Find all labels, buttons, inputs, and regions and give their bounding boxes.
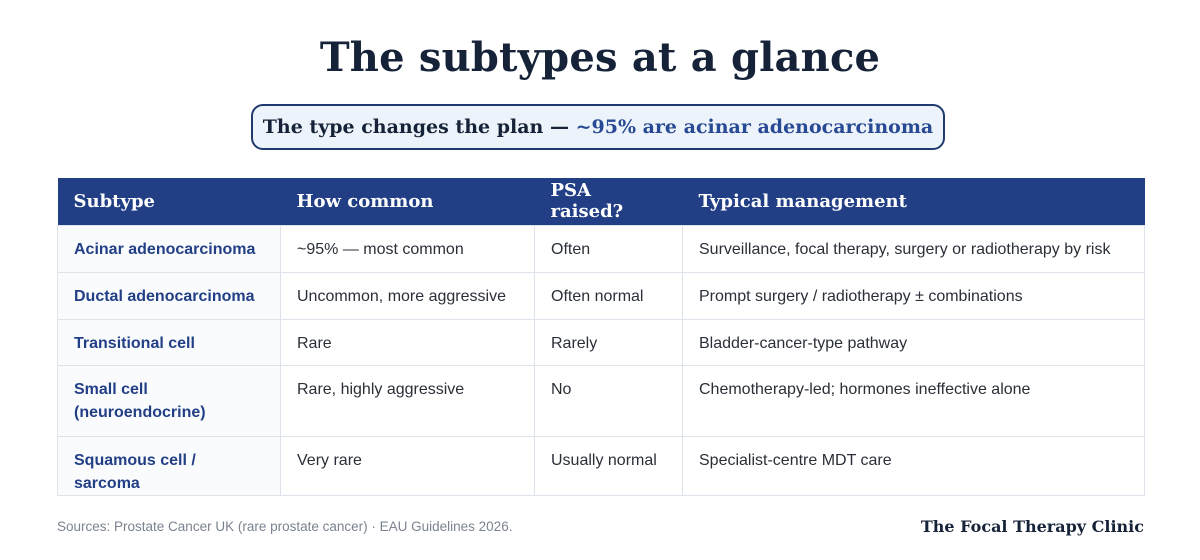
table-row: Small cell (neuroendocrine) Rare, highly…: [57, 364, 1145, 437]
management-cell: Bladder-cancer-type pathway: [682, 318, 1145, 366]
how-common-cell: Rare, highly aggressive: [280, 364, 535, 437]
management-cell: Prompt surgery / radiotherapy ± combinat…: [682, 271, 1145, 320]
psa-cell: Often: [534, 224, 683, 273]
management-cell: Surveillance, focal therapy, surgery or …: [682, 224, 1145, 273]
how-common-cell: Very rare: [280, 435, 535, 496]
table-header-row: Subtype How common PSA raised? Typical m…: [57, 178, 1145, 225]
how-common-cell: Rare: [280, 318, 535, 366]
how-common-cell: ~95% — most common: [280, 224, 535, 273]
psa-cell: Usually normal: [534, 435, 683, 496]
psa-cell: No: [534, 364, 683, 437]
table-row: Acinar adenocarcinoma ~95% — most common…: [57, 224, 1145, 273]
subtype-cell: Ductal adenocarcinoma: [57, 271, 281, 320]
subtype-cell: Transitional cell: [57, 318, 281, 366]
subtypes-table: Subtype How common PSA raised? Typical m…: [57, 178, 1145, 496]
subtype-cell: Acinar adenocarcinoma: [57, 224, 281, 273]
sources-note: Sources: Prostate Cancer UK (rare prosta…: [57, 519, 513, 534]
table-row: Squamous cell / sarcoma Very rare Usuall…: [57, 435, 1145, 496]
table-row: Ductal adenocarcinoma Uncommon, more agg…: [57, 271, 1145, 320]
psa-cell: Often normal: [534, 271, 683, 320]
table-row: Transitional cell Rare Rarely Bladder-ca…: [57, 318, 1145, 366]
clinic-brand: The Focal Therapy Clinic: [920, 517, 1144, 536]
column-header-psa-raised: PSA raised?: [534, 178, 683, 225]
column-header-typical-management: Typical management: [682, 178, 1145, 225]
management-cell: Specialist-centre MDT care: [682, 435, 1145, 496]
callout-prefix: The type changes the plan —: [262, 116, 576, 138]
column-header-subtype: Subtype: [57, 178, 281, 225]
callout-highlight: ~95% are acinar adenocarcinoma: [575, 116, 934, 138]
column-header-how-common: How common: [280, 178, 535, 225]
subtype-cell: Small cell (neuroendocrine): [57, 364, 281, 437]
page-title: The subtypes at a glance: [319, 34, 881, 81]
how-common-cell: Uncommon, more aggressive: [280, 271, 535, 320]
subtype-cell: Squamous cell / sarcoma: [57, 435, 281, 496]
management-cell: Chemotherapy-led; hormones ineffective a…: [682, 364, 1145, 437]
psa-cell: Rarely: [534, 318, 683, 366]
key-message-callout: The type changes the plan — ~95% are aci…: [251, 104, 945, 150]
